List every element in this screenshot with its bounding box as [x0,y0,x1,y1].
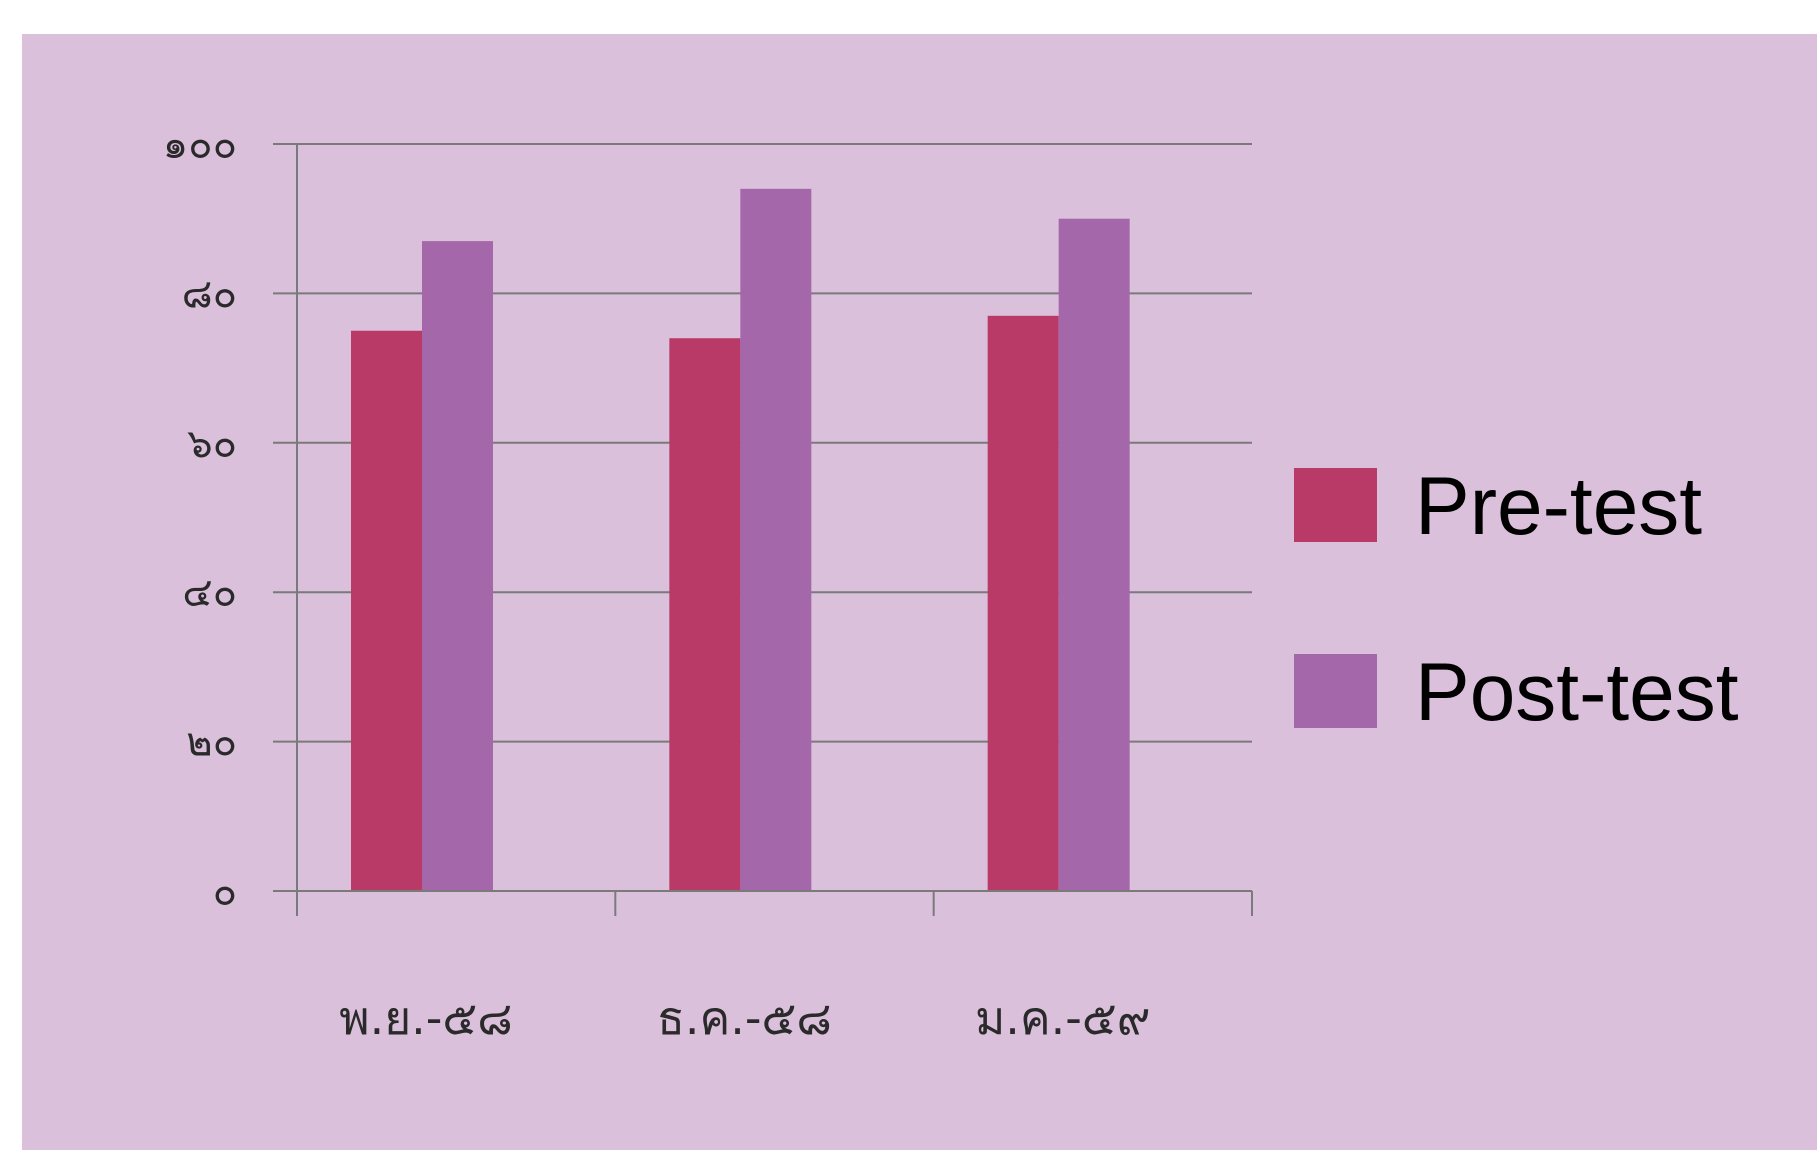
y-tick-label: ๑๐๐ [163,122,237,168]
legend-label-post-test: Post-test [1415,647,1739,738]
x-category-label: ธ.ค.-๕๘ [657,991,832,1045]
legend-label-pre-test: Pre-test [1415,461,1702,552]
y-tick-label: ๖๐ [187,421,237,467]
y-tick-label: ๐ [213,869,237,915]
axes [273,143,1253,916]
y-tick-labels: ๐ ๒๐ ๔๐ ๖๐ ๘๐ ๑๐๐ [163,122,237,915]
x-category-label: ม.ค.-๕๙ [975,991,1150,1045]
bar-pre-test [351,330,422,891]
bars [351,188,1130,892]
bar-post-test [1058,218,1130,891]
legend-swatch-pre-test [1294,468,1377,542]
y-tick-label: ๒๐ [186,720,237,766]
x-category-label: พ.ย.-๕๘ [339,991,512,1045]
bar-pre-test [987,315,1059,891]
y-tick-label: ๘๐ [182,271,237,317]
bar-post-test [740,188,812,891]
legend-swatch-post-test [1294,654,1377,728]
bar-chart: ๐ ๒๐ ๔๐ ๖๐ ๘๐ ๑๐๐ พ.ย.-๕๘ ธ.ค.-๕๘ ม.ค.-๕๙ Pre-t… [163,122,1739,1045]
chart-panel: ๐ ๒๐ ๔๐ ๖๐ ๘๐ ๑๐๐ พ.ย.-๕๘ ธ.ค.-๕๘ ม.ค.-๕๙ Pre-t… [22,34,1817,1150]
y-tick-label: ๔๐ [182,570,237,616]
legend: Pre-test Post-test [1294,461,1739,738]
bar-post-test [422,241,493,892]
bar-pre-test [669,338,741,892]
x-category-labels: พ.ย.-๕๘ ธ.ค.-๕๘ ม.ค.-๕๙ [339,991,1150,1045]
